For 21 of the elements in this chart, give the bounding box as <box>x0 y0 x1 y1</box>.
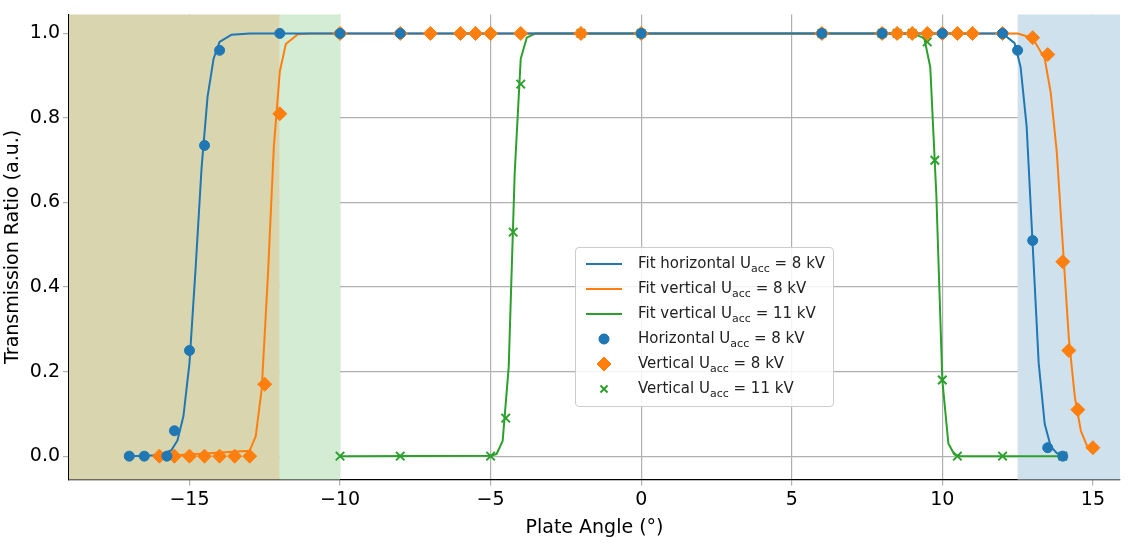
x-tick-label: 15 <box>1080 486 1105 509</box>
y-tick-label: 1.0 <box>29 20 61 43</box>
legend-label: Horizontal U$_{acc}$ = 8 kV <box>638 328 805 350</box>
legend-label: Vertical U$_{acc}$ = 11 kV <box>638 378 794 400</box>
x-tick-label: 0 <box>635 486 648 509</box>
y-axis-title: Transmission Ratio (a.u.) <box>0 129 23 365</box>
y-tick-label: 0.4 <box>29 274 61 296</box>
legend-label: Vertical U$_{acc}$ = 8 kV <box>638 353 785 375</box>
y-tick-label: 0.6 <box>29 189 61 212</box>
legend-label: Fit vertical U$_{acc}$ = 11 kV <box>638 303 816 325</box>
legend-label: Fit horizontal U$_{acc}$ = 8 kV <box>638 253 826 275</box>
y-tick-label: 0.2 <box>29 358 61 381</box>
y-tick-label: 0.8 <box>29 104 61 127</box>
x-tick-label: −5 <box>476 486 505 509</box>
legend-label: Fit vertical U$_{acc}$ = 8 kV <box>638 278 807 300</box>
x-tick-label: 10 <box>930 486 955 509</box>
y-tick-label: 0.0 <box>29 443 61 466</box>
x-tick-label: −15 <box>169 486 210 509</box>
x-axis-title: Plate Angle (°) <box>525 514 664 537</box>
x-tick-label: −10 <box>319 486 361 509</box>
x-tick-label: 5 <box>785 486 798 509</box>
